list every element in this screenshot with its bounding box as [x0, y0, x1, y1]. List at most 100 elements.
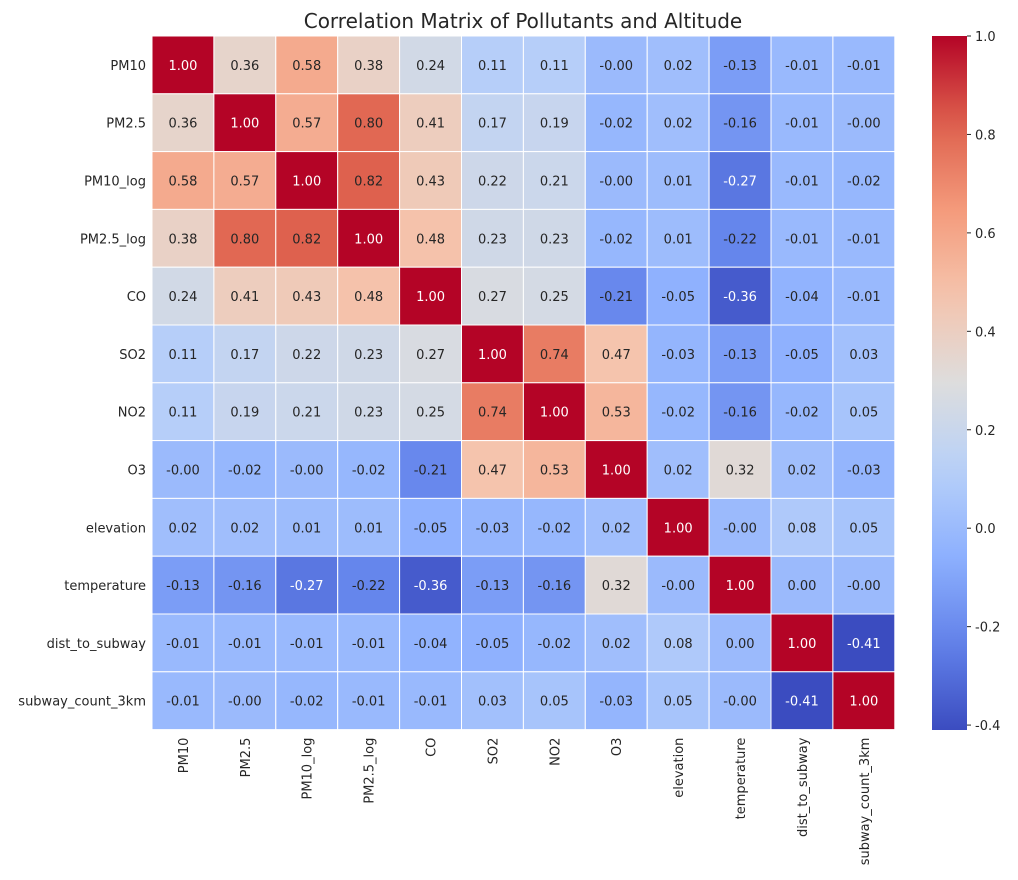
heatmap-cell — [708, 324, 772, 384]
heatmap-cell — [522, 324, 586, 384]
row-tick-label: elevation — [86, 521, 146, 536]
cell-value-label: -0.02 — [847, 175, 881, 190]
cell-value-label: 0.00 — [726, 637, 755, 652]
cell-value-label: 0.02 — [602, 637, 631, 652]
heatmap-cell — [708, 440, 772, 499]
cell-value-label: -0.01 — [352, 637, 386, 652]
cell-value-label: -0.16 — [723, 406, 757, 421]
heatmap-cell — [151, 266, 215, 326]
heatmap-cell — [646, 613, 710, 673]
column-tick-label: PM2.5 — [239, 738, 254, 778]
cell-value-label: 0.47 — [602, 348, 631, 363]
column-tick-label: SO2 — [486, 738, 501, 765]
cell-value-label: 0.17 — [478, 117, 507, 132]
cell-value-label: 0.43 — [416, 175, 445, 190]
cell-value-label: -0.00 — [723, 521, 757, 536]
row-tick-label: CO — [127, 290, 146, 305]
cell-value-label: -0.41 — [847, 637, 881, 652]
colorbar-tick-label: 0.8 — [975, 128, 996, 143]
heatmap-cell — [461, 497, 524, 557]
heatmap-cell — [337, 208, 401, 268]
cell-value-label: 0.48 — [354, 290, 383, 305]
column-tick-label: PM10_log — [301, 738, 316, 800]
cell-value-label: 0.01 — [292, 521, 321, 536]
heatmap-cell — [337, 555, 401, 615]
cell-value-label: 0.23 — [354, 348, 383, 363]
cell-value-label: 0.74 — [540, 348, 569, 363]
heatmap-cell — [213, 671, 277, 731]
cell-value-label: -0.05 — [785, 348, 819, 363]
heatmap-cell — [770, 208, 834, 268]
heatmap-cell — [151, 440, 215, 499]
cell-value-label: -0.03 — [661, 348, 695, 363]
colorbar-tick-label: 0.0 — [975, 522, 996, 537]
heatmap-cell — [584, 613, 648, 673]
heatmap-cell — [646, 382, 710, 442]
cell-value-label: 0.24 — [416, 59, 445, 74]
cell-value-label: -0.36 — [723, 290, 757, 305]
column-tick-label: subway_count_3km — [858, 738, 873, 866]
cell-value-label: -0.00 — [847, 579, 881, 594]
cell-value-label: 1.00 — [664, 521, 693, 536]
cell-value-label: -0.21 — [414, 464, 448, 479]
heatmap-cell — [151, 613, 215, 673]
column-tick-label: O3 — [610, 738, 625, 757]
cell-value-label: -0.00 — [290, 464, 324, 479]
heatmap-cell — [832, 497, 896, 557]
heatmap-cell — [522, 440, 586, 499]
cell-value-label: 0.47 — [478, 464, 507, 479]
cell-value-label: 0.03 — [478, 695, 507, 710]
colorbar: 1.0 0.8 0.6 0.4 0.2 0.0 -0.2 -0.4 — [932, 30, 1000, 734]
cell-value-label: -0.02 — [599, 232, 633, 247]
cell-value-label: -0.02 — [228, 464, 262, 479]
heatmap-cell — [337, 324, 401, 384]
heatmap-cell — [461, 208, 524, 268]
cell-value-label: -0.02 — [785, 406, 819, 421]
cell-value-label: -0.03 — [847, 464, 881, 479]
cell-value-label: 0.02 — [168, 521, 197, 536]
cell-value-label: -0.01 — [352, 695, 386, 710]
column-tick-label: elevation — [672, 738, 687, 798]
cell-value-label: 0.53 — [602, 406, 631, 421]
heatmap-cell — [213, 613, 277, 673]
heatmap-cell — [832, 324, 896, 384]
heatmap-cell — [461, 35, 524, 95]
cell-value-label: 0.19 — [540, 117, 569, 132]
column-tick-label: dist_to_subway — [796, 737, 811, 837]
cell-value-label: 1.00 — [230, 117, 259, 132]
cell-value-label: -0.01 — [785, 232, 819, 247]
cell-value-label: 0.80 — [230, 232, 259, 247]
heatmap-cell — [708, 671, 772, 731]
heatmap-cell — [399, 93, 463, 153]
cell-value-label: -0.03 — [599, 695, 633, 710]
cell-value-label: -0.16 — [228, 579, 262, 594]
cell-value-label: -0.16 — [538, 579, 572, 594]
heatmap-cell — [213, 35, 277, 95]
column-tick-label: CO — [425, 738, 440, 757]
heatmap-cell — [461, 324, 524, 384]
cell-value-label: 1.00 — [726, 579, 755, 594]
cell-value-label: -0.13 — [166, 579, 200, 594]
cell-value-label: 0.01 — [664, 232, 693, 247]
row-tick-label: PM2.5 — [106, 117, 146, 132]
heatmap-cell — [708, 613, 772, 673]
heatmap-cell — [337, 382, 401, 442]
cell-value-label: 0.43 — [292, 290, 321, 305]
cell-value-label: -0.01 — [785, 59, 819, 74]
heatmap-cell — [213, 382, 277, 442]
heatmap-cell — [522, 93, 586, 153]
heatmap-cell — [337, 613, 401, 673]
heatmap-cell — [151, 324, 215, 384]
heatmap-cell — [832, 613, 896, 673]
heatmap-cell — [584, 35, 648, 95]
heatmap-cell — [151, 35, 215, 95]
cell-value-label: 0.08 — [664, 637, 693, 652]
heatmap-cell — [770, 671, 834, 731]
cell-value-label: 0.36 — [230, 59, 259, 74]
cell-value-label: -0.01 — [785, 117, 819, 132]
cell-value-label: 0.08 — [787, 521, 816, 536]
cell-value-label: -0.01 — [847, 290, 881, 305]
heatmap-cell — [461, 266, 524, 326]
heatmap-cell — [584, 324, 648, 384]
heatmap-cell — [770, 613, 834, 673]
